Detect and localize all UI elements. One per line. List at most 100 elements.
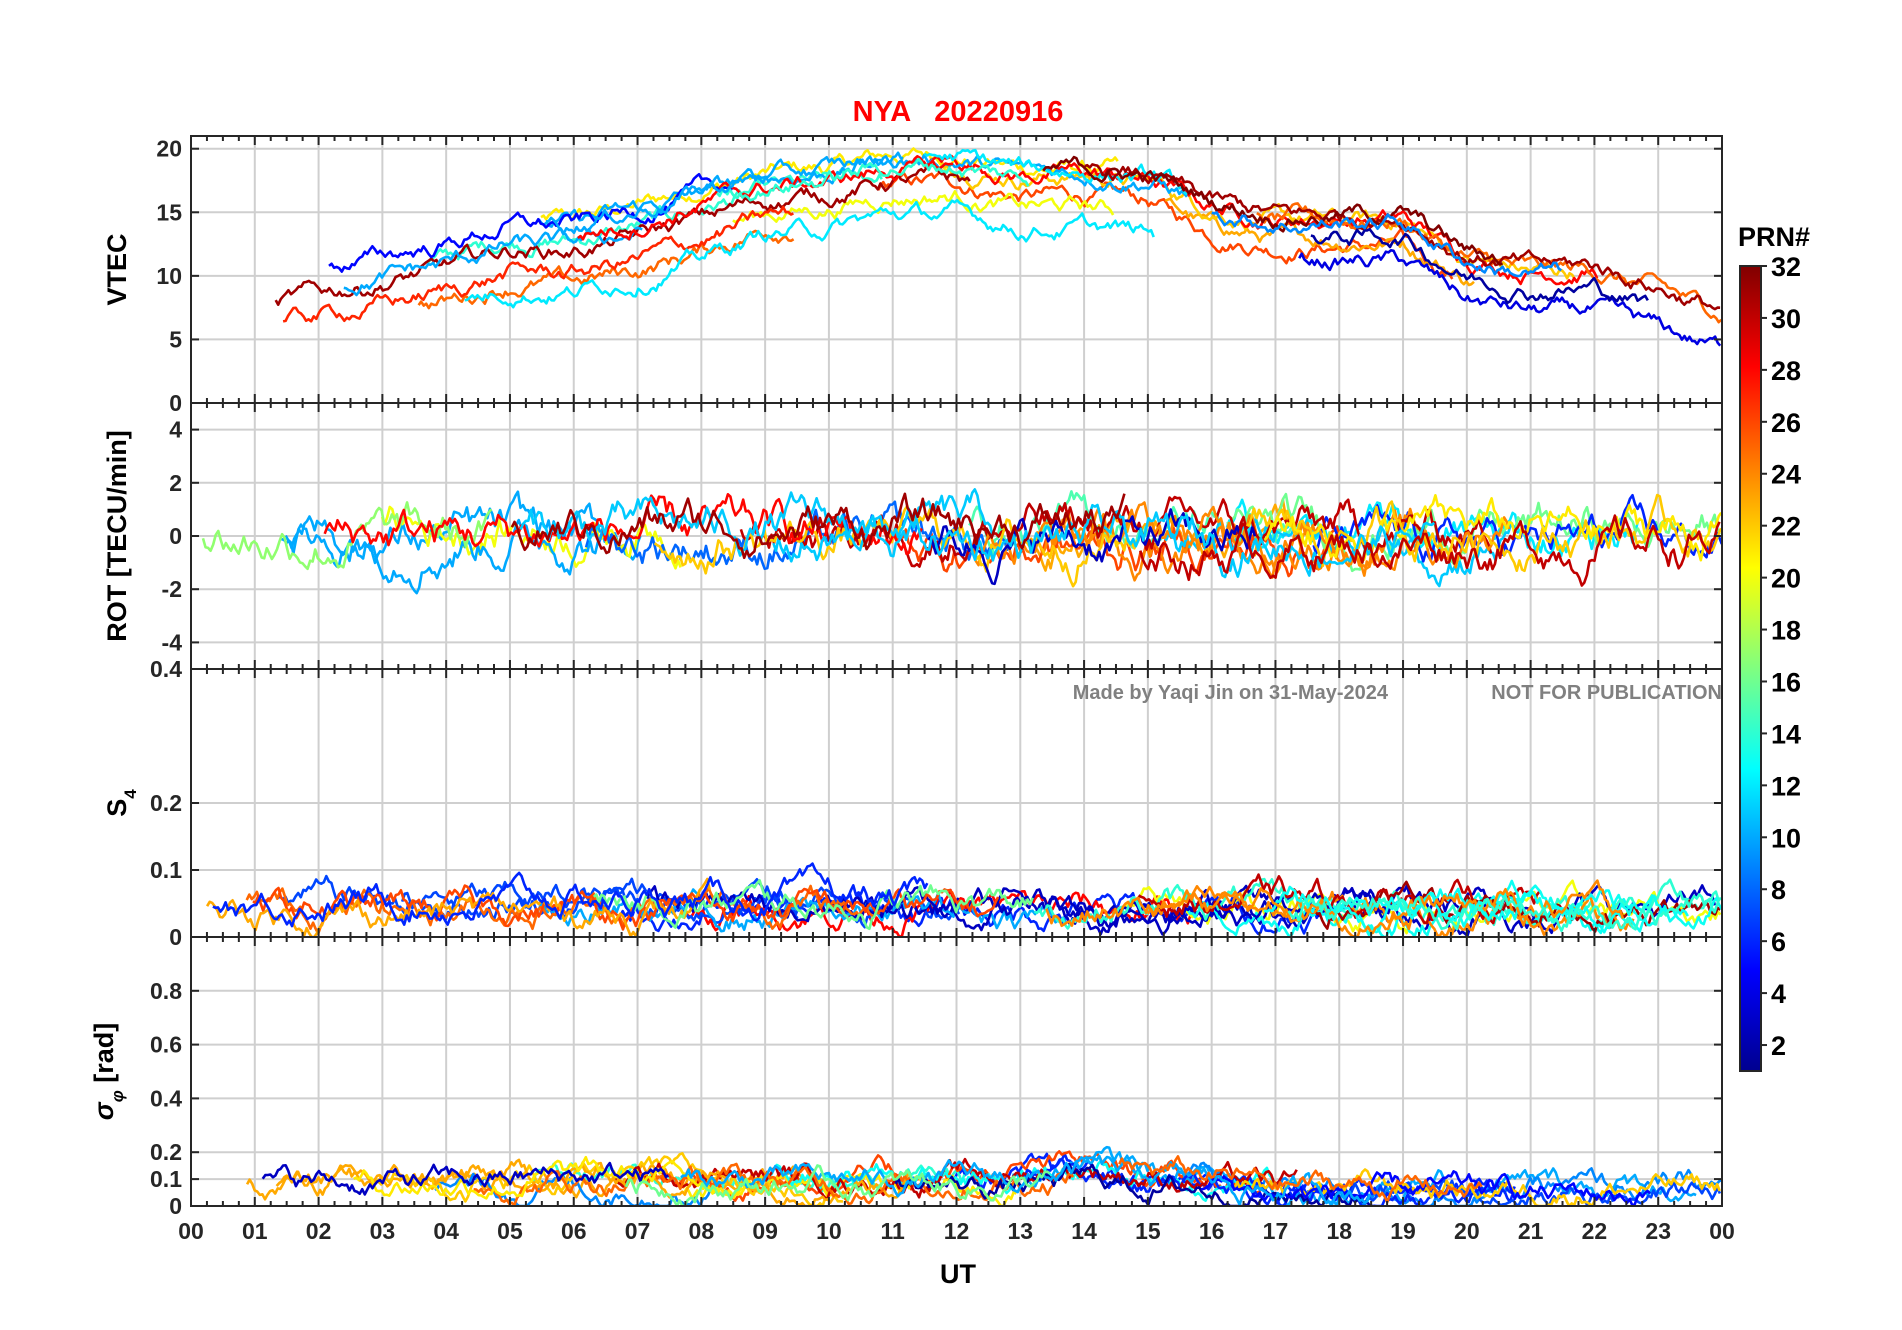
prn-series-line (473, 1162, 1075, 1206)
prn-series-line (923, 148, 1188, 196)
x-axis-label: UT (940, 1259, 976, 1289)
y-axis-label-subscript: φ (108, 1090, 127, 1102)
x-tick-label: 04 (433, 1218, 459, 1244)
panel-1: -4 -2 0 2 4 ROT [TECU/min] (102, 402, 1723, 670)
prn-series-line (328, 172, 733, 273)
prn-series-line (1256, 202, 1722, 324)
x-tick-label: 19 (1390, 1218, 1416, 1244)
x-tick-label: 23 (1645, 1218, 1671, 1244)
prn-series-line (772, 503, 1436, 579)
y-tick-label: 0 (169, 1193, 182, 1219)
watermark: Made by Yaqi Jin on 31-May-2024 NOT FOR … (1073, 682, 1722, 704)
prn-series-line (1287, 893, 1721, 933)
y-axis-label: S4 (102, 789, 140, 817)
prn-series-line (823, 884, 1538, 936)
x-tick-label: 22 (1582, 1218, 1608, 1244)
prn-series-line (1233, 1168, 1721, 1206)
x-tick-label: 12 (944, 1218, 970, 1244)
y-tick-label: 0 (169, 924, 182, 950)
y-axis-label: σφ [rad] (89, 1023, 127, 1120)
prn-series-line (716, 157, 1030, 202)
y-tick-label: 0.4 (150, 656, 182, 682)
y-tick-label: 2 (169, 470, 182, 496)
y-tick-label: 0 (169, 390, 182, 416)
x-tick-label: 09 (752, 1218, 778, 1244)
prn-series-line (281, 515, 605, 595)
colorbar-tick-label: 24 (1771, 460, 1801, 490)
prn-series-line (205, 877, 712, 937)
colorbar-tick-label: 20 (1771, 564, 1801, 594)
x-tick-label: 07 (625, 1218, 651, 1244)
y-axis-label-main: S (102, 799, 132, 817)
colorbar-tick-label: 10 (1771, 823, 1801, 853)
colorbar-tick-label: 6 (1771, 927, 1786, 957)
prn-series-line (927, 508, 1257, 586)
watermark-notice: NOT FOR PUBLICATION (1491, 682, 1722, 704)
x-tick-label: 16 (1199, 1218, 1225, 1244)
y-axis-label-main: ROT [TECU/min] (102, 430, 132, 641)
colorbar-tick-label: 28 (1771, 356, 1801, 386)
y-tick-label: 20 (156, 136, 182, 162)
colorbar-tick-label: 4 (1771, 979, 1786, 1009)
prn-series-line (1118, 1155, 1483, 1204)
x-tick-label: 03 (370, 1218, 396, 1244)
x-tick-label: 10 (816, 1218, 842, 1244)
x-tick-label: 15 (1135, 1218, 1161, 1244)
colorbar-tick-label: 12 (1771, 771, 1801, 801)
colorbar-tick-label: 30 (1771, 304, 1801, 334)
colorbar-title: PRN# (1738, 222, 1810, 252)
series-group (205, 862, 1722, 937)
prn-series-line (510, 492, 1126, 560)
prn-series-line (519, 488, 994, 557)
prn-series-line (1029, 498, 1310, 572)
x-tick-label: 14 (1071, 1218, 1097, 1244)
colorbar-tick-label: 26 (1771, 408, 1801, 438)
y-tick-label: 4 (169, 417, 182, 443)
prn-series-line (201, 501, 493, 571)
colorbar-tick-label: 2 (1771, 1031, 1786, 1061)
prn-series-line (732, 190, 1115, 224)
prn-series-line (546, 151, 904, 235)
prn-series-line (1139, 514, 1721, 587)
prn-series-line (645, 885, 1294, 936)
y-tick-label: 0.1 (150, 857, 182, 883)
colorbar-gradient (1739, 265, 1762, 1072)
y-axis-label-subscript: 4 (121, 789, 140, 799)
y-axis-label-main: σ (89, 1101, 119, 1120)
y-tick-label: 0.2 (150, 790, 182, 816)
x-tick-label: 18 (1326, 1218, 1352, 1244)
y-tick-label: 5 (169, 326, 182, 352)
x-tick-label: 08 (689, 1218, 715, 1244)
colorbar-tick-label: 18 (1771, 616, 1801, 646)
prn-series-line (282, 205, 794, 323)
prn-series-line (1042, 155, 1504, 266)
panel-3: 00.10.2 0.4 0.6 0.8 σφ [rad] (89, 936, 1723, 1219)
prn-series-line (261, 1161, 669, 1196)
x-tick-label: 05 (497, 1218, 523, 1244)
series-group (201, 488, 1722, 595)
prn-series-line (1211, 211, 1563, 278)
prn-series-line (592, 879, 1034, 931)
y-axis-label: VTEC (102, 233, 132, 305)
x-tick-label: 01 (242, 1218, 268, 1244)
x-tick-label: 20 (1454, 1218, 1480, 1244)
x-tick-label: 02 (306, 1218, 332, 1244)
chart-title: NYA 20220916 (853, 96, 1064, 128)
prn-series-line (1298, 249, 1722, 347)
prn-series-line (464, 198, 1155, 309)
y-tick-label: 0.6 (150, 1032, 182, 1058)
y-axis-label-unit: [rad] (89, 1023, 119, 1091)
prn-series-line (274, 163, 971, 306)
colorbar-tick-label: 22 (1771, 512, 1801, 542)
x-tick-label: 06 (561, 1218, 587, 1244)
x-tick-label: 00 (1709, 1218, 1735, 1244)
y-tick-label: 0 (169, 523, 182, 549)
x-tick-label: 00 (178, 1218, 204, 1244)
y-axis-label: ROT [TECU/min] (102, 430, 132, 641)
x-tick-label: 13 (1007, 1218, 1033, 1244)
prn-series-line (577, 155, 954, 241)
prn-series-line (1137, 873, 1541, 925)
prn-series-line (1263, 494, 1722, 562)
